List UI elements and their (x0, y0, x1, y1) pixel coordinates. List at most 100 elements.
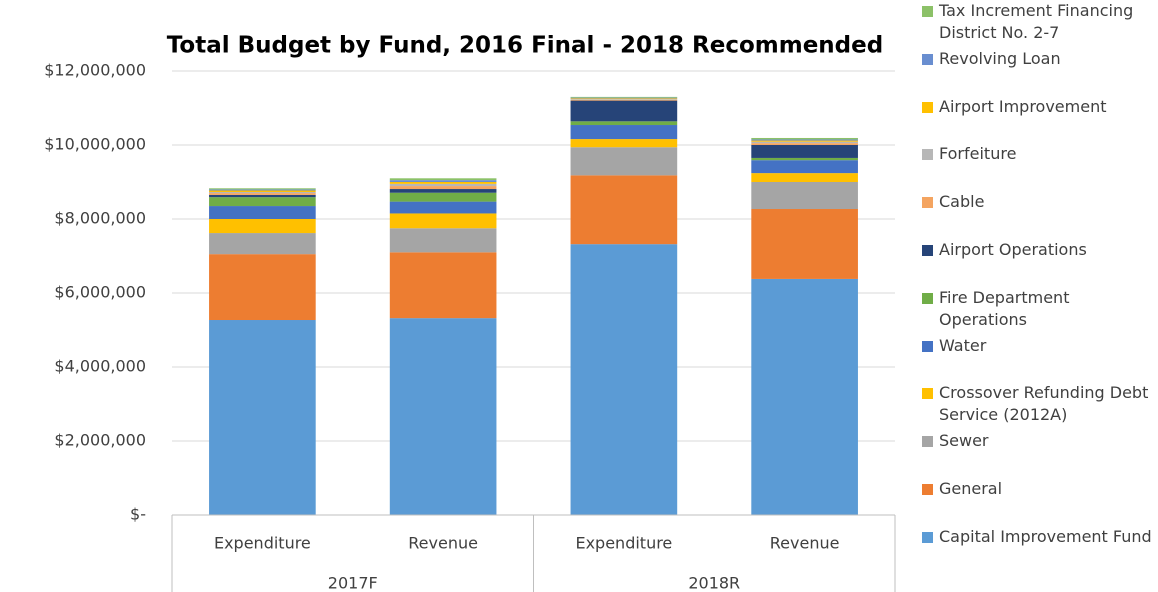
legend-swatch (922, 340, 933, 352)
bar-segment (751, 140, 858, 142)
legend-label: General (939, 478, 1003, 498)
legend-label: Water (939, 335, 987, 355)
chart-title: Total Budget by Fund, 2016 Final - 2018 … (167, 33, 883, 59)
legend-swatch (922, 244, 933, 256)
bar-segment (570, 121, 678, 126)
group-label: 2018R (688, 574, 740, 592)
legend-swatch (922, 101, 933, 113)
bar-segment (570, 100, 678, 122)
bar-segment (209, 320, 316, 515)
bar-segment (209, 233, 316, 255)
y-tick-label: $4,000,000 (54, 357, 146, 376)
group-label: 2017F (328, 574, 378, 592)
bar-segment (751, 182, 858, 210)
legend-label: Revolving Loan (939, 48, 1061, 68)
legend-label: Fire Department Operations (939, 287, 1070, 329)
bar-segment (751, 160, 858, 174)
bar-segment (209, 190, 316, 192)
legend-item: Sewer (918, 430, 1154, 478)
bar-segment (209, 193, 316, 195)
legend-swatch (922, 531, 933, 543)
legend-swatch (922, 436, 933, 448)
bar-segment (209, 189, 316, 191)
x-tick-label: Expenditure (575, 534, 672, 553)
legend-swatch (922, 483, 933, 495)
bar-segment (570, 96, 678, 98)
bar-segment (389, 183, 497, 187)
bar-segment (751, 141, 858, 144)
y-tick-label: $2,000,000 (54, 431, 146, 450)
legend-item: Fire Department Operations (918, 287, 1154, 335)
bar-segment (570, 97, 678, 99)
legend-swatch (922, 197, 933, 209)
x-tick-label: Expenditure (214, 534, 311, 553)
bar-segment (570, 99, 678, 100)
bar-segment (751, 137, 858, 140)
bar-segment (389, 252, 497, 319)
legend-item: Airport Operations (918, 239, 1154, 287)
bar-segment (570, 125, 678, 140)
legend-item: Revolving Loan (918, 48, 1154, 96)
legend-item: Water (918, 335, 1154, 383)
legend-label: Crossover Refunding Debt Service (2012A) (939, 383, 1149, 425)
bar-segment (751, 145, 858, 158)
y-tick-label: $12,000,000 (44, 61, 146, 80)
legend-item: Tax Increment Financing District No. 2-7 (918, 0, 1154, 48)
bar-segment (751, 139, 858, 141)
bar-segment (389, 186, 497, 190)
bar-segment (751, 278, 858, 515)
x-tick-label: Revenue (408, 534, 478, 553)
bar-segment (389, 201, 497, 214)
legend-label: Forfeiture (939, 144, 1017, 164)
y-tick-label: $8,000,000 (54, 209, 146, 228)
bar-segment (209, 219, 316, 234)
bar-segment (389, 189, 497, 193)
legend-swatch (922, 149, 933, 161)
legend-item: Airport Improvement (918, 96, 1154, 144)
bar-segment (209, 191, 316, 194)
bar-segment (570, 98, 678, 100)
y-tick-label: $- (130, 505, 146, 524)
bar-segment (209, 188, 316, 190)
legend-label: Capital Improvement Fund (939, 526, 1152, 546)
bar-segment (570, 99, 678, 101)
bar-segment (389, 228, 497, 253)
legend-swatch (922, 53, 933, 65)
bar-segment (209, 254, 316, 321)
bar-segment (751, 173, 858, 182)
legend-label: Tax Increment Financing District No. 2-7 (939, 1, 1134, 42)
legend-item: Capital Improvement Fund (918, 526, 1154, 574)
legend-item: Crossover Refunding Debt Service (2012A) (918, 382, 1154, 430)
legend: Tax Increment Financing District No. 2-7… (918, 0, 1154, 574)
bar-segment (570, 139, 678, 148)
legend-label: Sewer (939, 431, 989, 451)
legend-item: Cable (918, 191, 1154, 239)
bar-segment (209, 194, 316, 198)
bar-segment (209, 197, 316, 207)
legend-swatch (922, 388, 933, 400)
legend-item: General (918, 478, 1154, 526)
bar-segment (209, 206, 316, 219)
legend-label: Cable (939, 192, 985, 212)
y-tick-label: $6,000,000 (54, 283, 146, 302)
bar-segment (751, 157, 858, 161)
bar-segment (570, 147, 678, 176)
legend-item: Forfeiture (918, 143, 1154, 191)
bar-segment (389, 213, 497, 229)
y-tick-label: $10,000,000 (44, 135, 146, 154)
bar-segment (389, 178, 497, 181)
x-tick-label: Revenue (770, 534, 840, 553)
legend-swatch (922, 6, 933, 17)
legend-label: Airport Improvement (939, 96, 1107, 116)
bar-segment (751, 209, 858, 279)
legend-swatch (922, 292, 933, 304)
bar-segment (389, 318, 497, 515)
bar-segment (389, 182, 497, 184)
bar-segment (570, 244, 678, 515)
bar-segment (389, 192, 497, 202)
legend-label: Airport Operations (939, 239, 1087, 259)
bar-segment (570, 175, 678, 245)
bar-segment (389, 180, 497, 182)
